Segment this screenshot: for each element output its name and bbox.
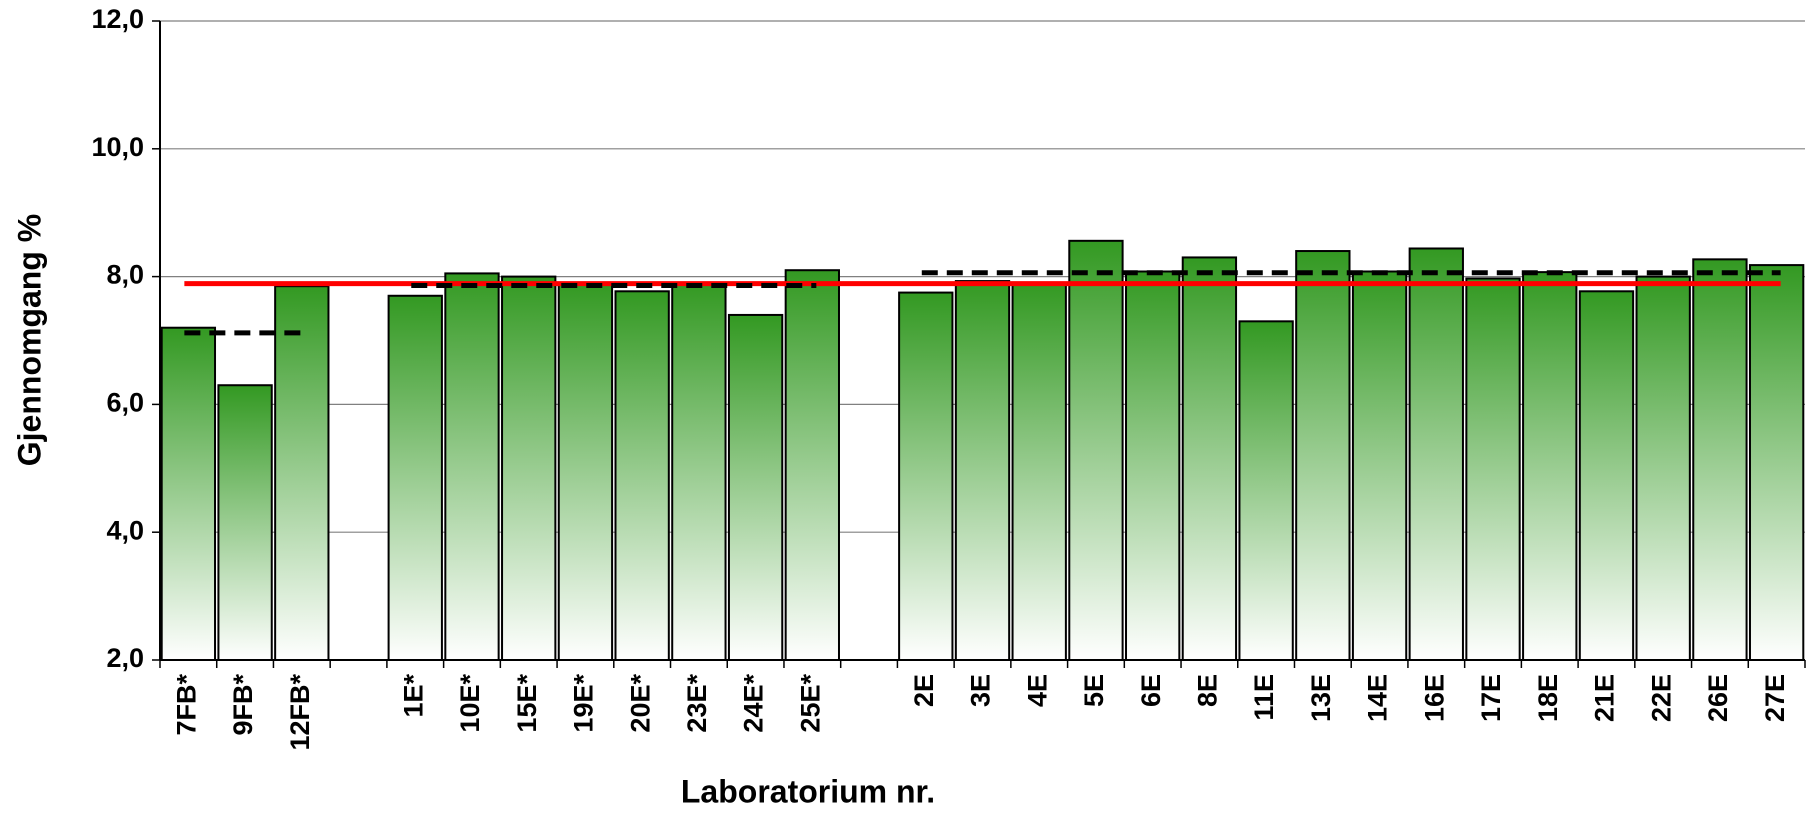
x-tick-label: 5E xyxy=(1079,674,1109,707)
x-tick-label: 21E xyxy=(1590,674,1620,722)
x-tick-label: 15E* xyxy=(512,674,542,733)
y-tick-label: 12,0 xyxy=(91,4,144,34)
x-tick-label: 19E* xyxy=(569,674,599,733)
x-tick-label: 18E xyxy=(1533,674,1563,722)
x-tick-label: 9FB* xyxy=(228,674,258,736)
y-tick-label: 4,0 xyxy=(106,515,144,545)
bar xyxy=(1125,270,1181,661)
bar xyxy=(1351,270,1408,661)
x-tick-label: 22E xyxy=(1646,674,1676,722)
y-tick-label: 10,0 xyxy=(91,132,144,162)
bar xyxy=(1578,290,1635,661)
bar xyxy=(557,281,614,661)
bar xyxy=(1068,239,1124,661)
bar xyxy=(160,326,217,661)
x-tick-label: 12FB* xyxy=(285,674,315,751)
x-tick-label: 26E xyxy=(1703,674,1733,722)
bar xyxy=(898,291,954,661)
y-tick-label: 8,0 xyxy=(106,260,144,290)
bar xyxy=(1522,271,1578,661)
x-tick-label: 3E xyxy=(966,674,996,707)
bar xyxy=(614,290,670,661)
bar xyxy=(274,285,330,661)
bar xyxy=(1181,256,1238,661)
bar xyxy=(954,280,1011,661)
x-tick-label: 25E* xyxy=(795,674,825,733)
x-tick-label: 23E* xyxy=(682,674,712,733)
x-tick-label: 20E* xyxy=(625,674,655,733)
y-tick-label: 2,0 xyxy=(106,643,144,673)
bar xyxy=(444,272,500,661)
x-tick-label: 16E xyxy=(1419,674,1449,722)
x-tick-label: 1E* xyxy=(398,674,428,718)
x-tick-label: 10E* xyxy=(455,674,485,733)
bar xyxy=(1011,281,1067,661)
bar xyxy=(727,313,784,661)
y-tick-label: 6,0 xyxy=(106,388,144,418)
bar xyxy=(1238,320,1294,661)
bar xyxy=(387,294,443,661)
bar xyxy=(1692,258,1748,661)
x-tick-label: 13E xyxy=(1306,674,1336,722)
bar xyxy=(671,281,727,661)
bar xyxy=(1635,275,1691,661)
x-axis-title: Laboratorium nr. xyxy=(681,773,935,809)
x-tick-label: 6E xyxy=(1136,674,1166,707)
bar xyxy=(217,384,273,661)
x-tick-label: 17E xyxy=(1476,674,1506,722)
x-tick-label: 27E xyxy=(1760,674,1790,722)
x-tick-label: 8E xyxy=(1193,674,1223,707)
bar xyxy=(501,275,557,661)
bar xyxy=(1748,264,1805,661)
bar xyxy=(1465,277,1521,661)
bar xyxy=(784,269,840,661)
x-tick-label: 14E xyxy=(1363,674,1393,722)
bar xyxy=(1408,247,1464,661)
x-tick-label: 7FB* xyxy=(171,674,201,736)
x-tick-label: 11E xyxy=(1249,674,1279,721)
y-axis-title: Gjennomgang % xyxy=(11,214,47,466)
x-tick-label: 4E xyxy=(1022,674,1052,707)
x-tick-label: 24E* xyxy=(739,674,769,733)
bar xyxy=(1295,250,1351,661)
x-tick-label: 2E xyxy=(909,674,939,707)
